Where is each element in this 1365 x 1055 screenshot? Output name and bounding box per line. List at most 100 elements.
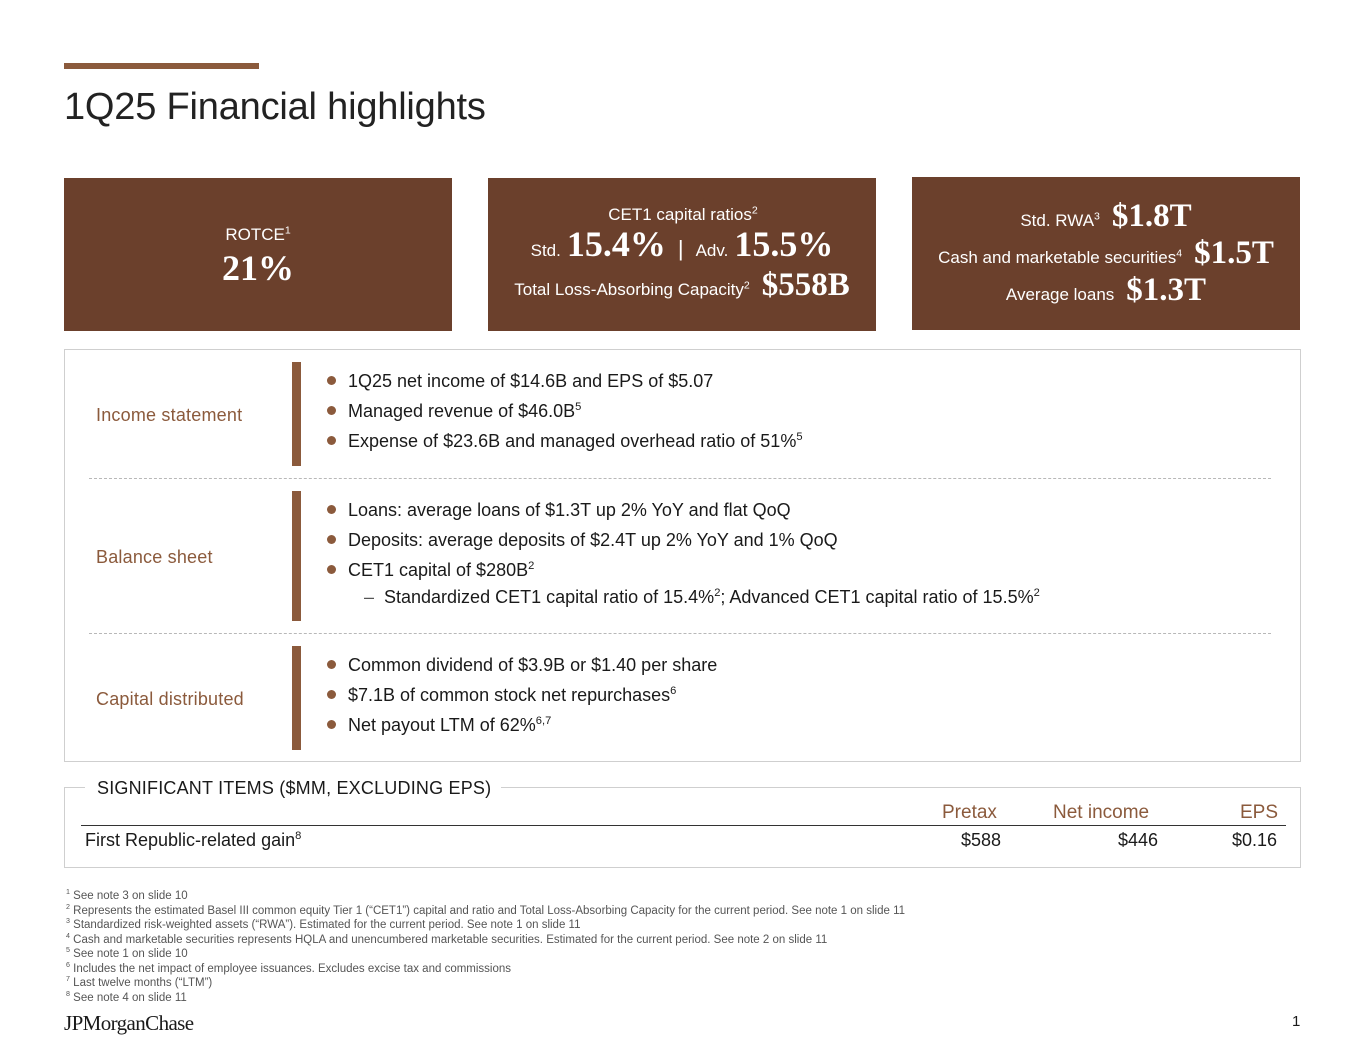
footnote-ref: 2 [714, 587, 721, 599]
cash-footnote-ref: 4 [1176, 247, 1183, 260]
bullet-text: Standardized CET1 capital ratio of 15.4% [384, 587, 715, 607]
loans-line: Average loans $1.3T [1006, 272, 1206, 309]
cet1-label-text: CET1 capital ratios [608, 205, 752, 224]
title-accent-bar [64, 63, 259, 69]
footnote: 7 Last twelve months (“LTM”) [66, 976, 905, 991]
footnote-number: 3 [66, 917, 70, 926]
bullet-text: 1Q25 net income of $14.6B and EPS of $5.… [348, 371, 714, 391]
list-item: CET1 capital of $280B2 [327, 555, 1040, 585]
balance-sheet-title: Balance sheet [96, 547, 213, 567]
significant-items-title: SIGNIFICANT ITEMS ($MM, EXCLUDING EPS) [85, 778, 502, 799]
company-logo: JPMorganChase [64, 1011, 194, 1035]
rwa-label-text: Std. RWA [1020, 211, 1095, 230]
footnote: 6 Includes the net impact of employee is… [66, 960, 905, 977]
income-statement-title: Income statement [96, 405, 243, 425]
list-item: Net payout LTM of 62%6,7 [327, 710, 717, 740]
cash-value: $1.5T [1194, 235, 1274, 271]
footnote-text: Last twelve months (“LTM”) [73, 977, 213, 989]
list-item: Expense of $23.6B and managed overhead r… [327, 426, 803, 456]
tlac-label-text: Total Loss-Absorbing Capacity [514, 280, 744, 299]
col-header-net-income: Net income [1053, 802, 1150, 823]
rwa-label: Std. RWA3 [1020, 211, 1100, 231]
footnote-ref: 6 [670, 685, 677, 697]
bullet-dot-icon [327, 406, 336, 415]
cet1-ratios-line: Std. 15.4% | Adv. 15.5% [531, 223, 834, 265]
col-header-pretax: Pretax [942, 802, 997, 823]
footnote-number: 4 [66, 931, 70, 940]
footnote-number: 2 [66, 902, 70, 911]
significant-items-table: SIGNIFICANT ITEMS ($MM, EXCLUDING EPS) P… [64, 778, 1301, 868]
tlac-footnote-ref: 2 [743, 279, 750, 292]
bullet-dot-icon [327, 660, 336, 669]
list-item: 1Q25 net income of $14.6B and EPS of $5.… [327, 366, 803, 396]
bullet-text: Managed revenue of $46.0B [348, 401, 576, 421]
bullet-text: Net payout LTM of 62% [348, 715, 536, 735]
footnote-text: Includes the net impact of employee issu… [73, 962, 512, 975]
list-item: Loans: average loans of $1.3T up 2% YoY … [327, 495, 1040, 525]
bullet-text: $7.1B of common stock net repurchases [348, 685, 671, 705]
footnote-number: 1 [66, 888, 70, 897]
footnote: 1 See note 3 on slide 10 [66, 889, 905, 904]
footnote-ref: 2 [1033, 587, 1040, 599]
highlights-box: Income statement 1Q25 net income of $14.… [64, 349, 1301, 762]
bullet-text: Expense of $23.6B and managed overhead r… [348, 431, 797, 451]
capital-distributed-title: Capital distributed [96, 689, 244, 709]
capital-distributed-bullets: Common dividend of $3.9B or $1.40 per sh… [327, 650, 717, 740]
footnote: 2 Represents the estimated Basel III com… [66, 902, 906, 919]
std-value: 15.4% [566, 224, 666, 264]
cet1-footnote-ref: 2 [751, 204, 758, 217]
footnote: 4 Cash and marketable securities represe… [66, 931, 905, 948]
rwa-line: Std. RWA3 $1.8T [1020, 198, 1191, 235]
footnote-ref: 2 [528, 560, 535, 572]
footnote-text: See note 3 on slide 10 [73, 890, 188, 902]
footnote-text: Represents the estimated Basel III commo… [73, 904, 906, 917]
bullet-dot-icon [327, 535, 336, 544]
sub-list-item: – Standardized CET1 capital ratio of 15.4… [327, 585, 1040, 609]
loans-value: $1.3T [1126, 272, 1207, 308]
cell-net-income: $446 [1118, 830, 1159, 850]
cet1-label: CET1 capital ratios2 [608, 205, 757, 225]
footnote-text: See note 4 on slide 11 [73, 991, 187, 1004]
footnote-number: 8 [66, 989, 70, 998]
list-item: $7.1B of common stock net repurchases6 [327, 680, 717, 710]
tlac-label: Total Loss-Absorbing Capacity2 [514, 280, 749, 300]
dash-icon: – [364, 587, 375, 607]
bullet-text: Common dividend of $3.9B or $1.40 per sh… [348, 655, 718, 675]
footnote-ref: 6,7 [535, 715, 552, 727]
rwa-value: $1.8T [1111, 198, 1192, 234]
ratio-separator: | [677, 236, 684, 261]
section-divider [89, 478, 1271, 479]
list-item: Deposits: average deposits of $2.4T up 2… [327, 525, 1040, 555]
bullet-dot-icon [327, 720, 336, 729]
footnote: 3 Standardized risk-weighted assets (“RW… [66, 918, 905, 933]
capital-distributed-bar [292, 646, 301, 750]
rotce-label-text: ROTCE [225, 224, 285, 244]
table-header-rule [81, 825, 1286, 826]
income-statement-bar [292, 362, 301, 466]
cell-pretax: $588 [961, 830, 1002, 850]
cash-line: Cash and marketable securities4 $1.5T [938, 235, 1274, 272]
bullet-dot-icon [327, 565, 336, 574]
rotce-value: 21% [222, 247, 294, 288]
adv-value: 15.5% [734, 224, 834, 264]
std-label: Std. [530, 241, 561, 260]
footnote-text: Cash and marketable securities represent… [73, 933, 828, 946]
row-label: First Republic-related gain8 [85, 830, 301, 851]
footnote-number: 7 [66, 975, 70, 984]
page-title: 1Q25 Financial highlights [64, 86, 486, 128]
footnote-number: 6 [66, 960, 70, 969]
rwa-footnote-ref: 3 [1094, 210, 1100, 223]
bullet-text: ; Advanced CET1 capital ratio of 15.5% [720, 587, 1034, 607]
footnote-text: See note 1 on slide 10 [73, 948, 188, 960]
tlac-line: Total Loss-Absorbing Capacity2 $558B [514, 267, 850, 304]
footnote-number: 5 [66, 946, 70, 955]
cash-label: Cash and marketable securities4 [938, 248, 1182, 268]
footnote-text: Standardized risk-weighted assets (“RWA”… [73, 919, 581, 931]
bullet-dot-icon [327, 690, 336, 699]
adv-label: Adv. [695, 241, 729, 260]
rotce-footnote-ref: 1 [284, 223, 291, 236]
row-label-text: First Republic-related gain [85, 830, 296, 850]
bullet-dot-icon [327, 376, 336, 385]
kpi-tile-balance: Std. RWA3 $1.8T Cash and marketable secu… [912, 177, 1300, 330]
kpi-tile-capital: CET1 capital ratios2 Std. 15.4% | Adv. 1… [488, 178, 876, 331]
